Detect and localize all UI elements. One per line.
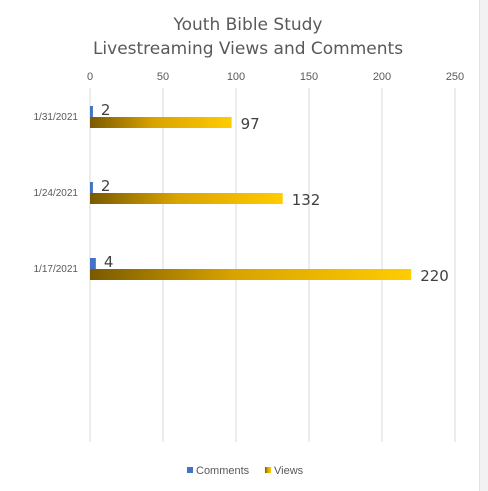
category-label: 1/31/2021 xyxy=(34,112,79,123)
legend-swatch-views xyxy=(265,467,271,473)
x-axis-tick-labels: 0 50 100 150 200 250 xyxy=(87,71,464,83)
x-tick-label: 250 xyxy=(446,71,464,83)
bar-views xyxy=(90,117,232,128)
category-label: 1/17/2021 xyxy=(34,264,79,275)
x-tick-label: 150 xyxy=(300,71,318,83)
gridlines xyxy=(89,88,456,442)
chart-title-line-2: Livestreaming Views and Comments xyxy=(93,39,403,59)
bar-comments xyxy=(90,258,96,269)
data-labels: 2 97 2 132 4 220 xyxy=(101,101,449,285)
legend: Comments Views xyxy=(187,465,304,477)
bar-comments xyxy=(90,106,93,117)
legend-label-views: Views xyxy=(274,465,304,477)
legend-label-comments: Comments xyxy=(196,465,250,477)
category-label: 1/24/2021 xyxy=(34,188,79,199)
legend-swatch-comments xyxy=(187,467,193,473)
window-edge xyxy=(479,0,488,491)
chart-title-line-1: Youth Bible Study xyxy=(173,15,323,35)
data-label-views: 97 xyxy=(241,115,260,133)
data-label-views: 132 xyxy=(292,191,321,209)
data-label-comments: 2 xyxy=(101,101,111,119)
x-tick-label: 50 xyxy=(157,71,169,83)
x-tick-label: 100 xyxy=(227,71,245,83)
category-labels: 1/31/2021 1/24/2021 1/17/2021 xyxy=(34,112,79,275)
bar-views xyxy=(90,269,412,280)
x-tick-label: 0 xyxy=(87,71,93,83)
data-label-views: 220 xyxy=(420,267,449,285)
bars xyxy=(90,106,412,280)
data-label-comments: 4 xyxy=(104,253,114,271)
x-tick-label: 200 xyxy=(373,71,391,83)
data-label-comments: 2 xyxy=(101,177,111,195)
bar-views xyxy=(90,193,283,204)
bar-comments xyxy=(90,182,93,193)
